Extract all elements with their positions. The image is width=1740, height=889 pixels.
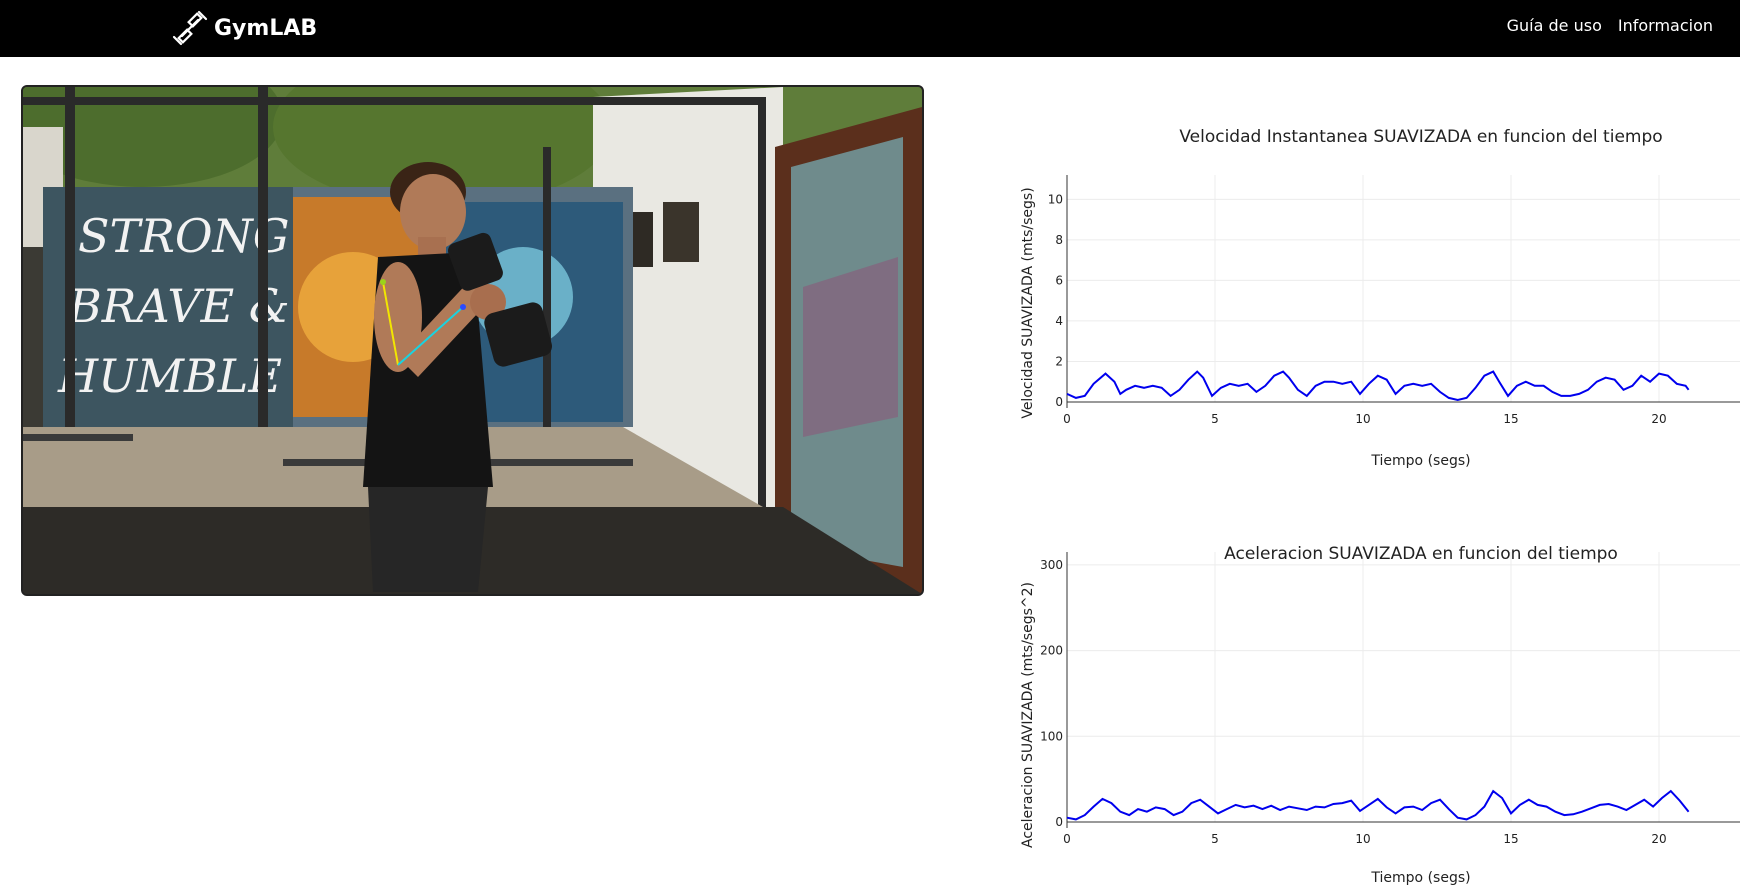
series-line (1066, 789, 1690, 821)
x-tick-label: 10 (1355, 832, 1370, 846)
y-tick-label: 300 (1040, 558, 1063, 572)
wall-window (663, 202, 699, 262)
y-tick-label: 8 (1055, 233, 1063, 247)
fence-rail (23, 97, 763, 105)
nav-links: Guía de uso Informacion (1491, 0, 1713, 51)
y-tick-label: 4 (1055, 314, 1063, 328)
white-wall (593, 87, 783, 517)
y-axis-label: Velocidad SUAVIZADA (mts/segs) (1020, 187, 1036, 418)
chart-title: Aceleracion SUAVIZADA en funcion del tie… (1224, 544, 1618, 564)
fence-post (65, 87, 75, 507)
door-reflection (803, 257, 898, 437)
dumbbell-head (448, 232, 503, 291)
y-tick-label: 2 (1055, 354, 1063, 368)
x-tick-label: 0 (1063, 832, 1071, 846)
nav-link-informacion[interactable]: Informacion (1617, 16, 1713, 35)
mural-text-line: HUMBLE (57, 349, 282, 403)
y-axis-label: Aceleracion SUAVIZADA (mts/segs^2) (1020, 582, 1036, 848)
y-tick-label: 100 (1040, 729, 1063, 743)
x-tick-label: 0 (1063, 412, 1071, 426)
fence-post (258, 87, 268, 507)
x-tick-label: 5 (1211, 412, 1219, 426)
tree-foliage (273, 87, 613, 207)
y-tick-label: 0 (1055, 395, 1063, 409)
y-tick-label: 200 (1040, 644, 1063, 658)
x-tick-label: 15 (1503, 832, 1518, 846)
mural-left-section (43, 187, 293, 427)
x-tick-label: 15 (1503, 412, 1518, 426)
y-tick-label: 0 (1055, 815, 1063, 829)
y-tick-label: 6 (1055, 273, 1063, 287)
brand-name: GymLAB (214, 15, 318, 41)
exercise-video-frame[interactable]: STRONG BRAVE & HUMBLE (21, 85, 924, 596)
pose-wrist-joint (460, 304, 466, 310)
series-line (1066, 370, 1690, 402)
chart-plot-area: 0 5 10 15 20 0 2 4 6 8 10 (1048, 175, 1740, 426)
dumbbell-icon (172, 10, 208, 46)
pose-forearm-segment (397, 306, 464, 366)
athlete-shorts (368, 487, 488, 592)
mural-text-line: STRONG (78, 209, 290, 263)
video-scene: STRONG BRAVE & HUMBLE (23, 87, 922, 594)
velocity-chart[interactable]: Velocidad Instantanea SUAVIZADA en funci… (1010, 115, 1740, 475)
x-tick-label: 5 (1211, 832, 1219, 846)
athlete-forearm (398, 277, 493, 377)
acceleration-chart[interactable]: Aceleracion SUAVIZADA en funcion del tie… (1010, 532, 1740, 889)
x-tick-label: 20 (1651, 832, 1666, 846)
x-tick-label: 10 (1355, 412, 1370, 426)
x-axis-label: Tiempo (segs) (1370, 453, 1470, 469)
nav-link-guia-de-uso[interactable]: Guía de uso (1506, 16, 1602, 35)
dumbbell-head (484, 302, 552, 367)
top-navbar: GymLAB Guía de uso Informacion (0, 0, 1740, 57)
chart-title: Velocidad Instantanea SUAVIZADA en funci… (1179, 127, 1662, 147)
tree-foliage (23, 87, 283, 187)
athlete-head (400, 174, 466, 250)
pose-upper-arm-segment (382, 281, 399, 366)
y-tick-label: 10 (1048, 192, 1063, 206)
pose-shoulder-joint (380, 279, 386, 285)
fence-post (758, 97, 766, 517)
athlete-hand (470, 284, 506, 320)
brand-logo-link[interactable]: GymLAB (172, 6, 317, 50)
x-axis-label: Tiempo (segs) (1370, 870, 1470, 886)
mural-text-line: BRAVE & (67, 279, 290, 333)
barbell-bar (23, 434, 133, 441)
x-tick-label: 20 (1651, 412, 1666, 426)
